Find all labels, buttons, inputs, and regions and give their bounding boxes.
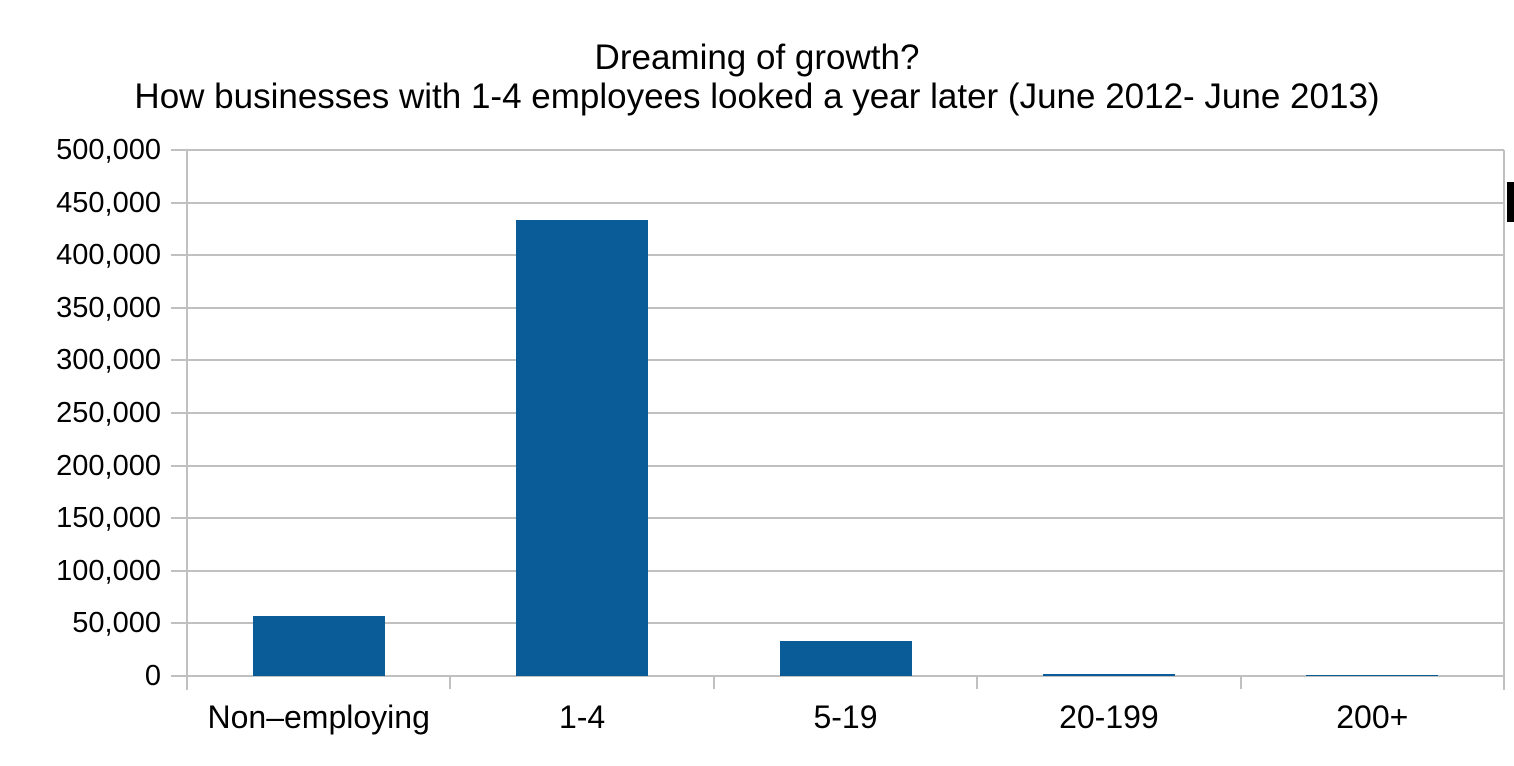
gridline-200,000 — [187, 464, 1504, 467]
y-axis-tick — [171, 306, 187, 309]
y-axis-tick — [171, 675, 187, 677]
gridline-300,000 — [187, 359, 1504, 362]
y-axis-tick — [171, 569, 187, 572]
y-tick-label: 350,000 — [56, 291, 161, 324]
y-axis-tick — [171, 254, 187, 257]
gridline-400,000 — [187, 254, 1504, 257]
bar-200+ — [1306, 675, 1439, 676]
y-axis-tick — [171, 201, 187, 204]
y-tick-label: 450,000 — [56, 186, 161, 219]
y-tick-label: 250,000 — [56, 397, 161, 429]
gridline-150,000 — [187, 517, 1504, 520]
x-axis-tick — [1239, 676, 1242, 689]
y-axis-tick — [171, 517, 187, 520]
y-axis-tick — [171, 412, 187, 414]
gridline-450,000 — [187, 201, 1504, 204]
bar-5-19 — [779, 641, 912, 676]
clipped-legend-marker — [1507, 182, 1514, 222]
y-axis-line — [186, 150, 188, 690]
x-category-label: Non–employing — [207, 699, 430, 735]
y-tick-label: 50,000 — [72, 607, 161, 640]
gridline-0 — [187, 675, 1504, 677]
y-tick-label: 200,000 — [56, 449, 161, 482]
bar-1-4 — [516, 220, 649, 676]
bar-20-199 — [1042, 673, 1175, 676]
chart-title: Dreaming of growth? How businesses with … — [0, 38, 1514, 116]
y-tick-label: 400,000 — [56, 239, 161, 272]
plot-right-border — [1503, 150, 1505, 690]
x-axis-tick — [712, 676, 715, 689]
y-tick-label: 100,000 — [56, 554, 161, 587]
y-tick-label: 500,000 — [56, 134, 161, 166]
x-category-label: 20-199 — [1059, 699, 1159, 735]
x-category-label: 1-4 — [558, 699, 606, 735]
y-axis-tick — [171, 149, 187, 151]
gridline-100,000 — [187, 569, 1504, 572]
x-axis-tick — [976, 676, 979, 689]
chart-title-line-1: Dreaming of growth? — [594, 38, 920, 77]
y-tick-label: 150,000 — [56, 502, 161, 535]
y-axis-tick — [171, 359, 187, 362]
chart-title-line-2: How businesses with 1-4 employees looked… — [134, 77, 1380, 116]
gridline-50,000 — [187, 622, 1504, 625]
x-category-label: 5-19 — [813, 699, 878, 735]
x-axis-tick — [449, 676, 452, 689]
y-axis-tick — [171, 464, 187, 467]
y-tick-label: 0 — [144, 660, 161, 692]
y-tick-label: 300,000 — [56, 344, 161, 377]
gridline-250,000 — [187, 412, 1504, 414]
x-category-label: 200+ — [1336, 699, 1409, 735]
y-axis-tick — [171, 622, 187, 625]
gridline-350,000 — [187, 306, 1504, 309]
gridline-500,000 — [187, 149, 1504, 151]
bar-Non–employing — [252, 616, 385, 676]
